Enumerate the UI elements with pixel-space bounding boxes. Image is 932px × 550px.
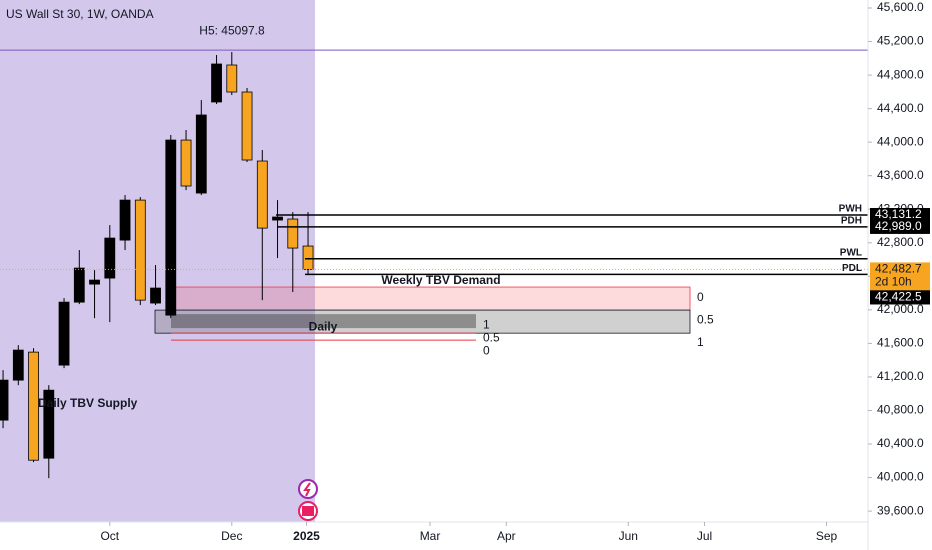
level-tag-label: 43,131.2 [875, 207, 922, 221]
plot [0, 49, 868, 479]
demand-zone [170, 286, 691, 311]
icon [298, 479, 318, 521]
candle-body [226, 64, 238, 93]
y-tick-label: 45,200.0 [877, 34, 924, 48]
level-tag-label: 42,989.0 [875, 219, 922, 233]
x-tick-label: 2025 [293, 529, 320, 543]
y-tick-label: 45,600.0 [877, 0, 924, 14]
fib-label: 0 [483, 343, 490, 357]
level-tag [870, 208, 930, 223]
candle-body [119, 199, 131, 241]
zone-label: Daily [309, 319, 338, 333]
y-tick-label: 42,800.0 [877, 235, 924, 249]
fib-label: 0 [697, 290, 704, 304]
fib-label: 0.5 [697, 313, 714, 327]
candle-body [195, 114, 207, 194]
x-tick-label: Jul [697, 529, 712, 543]
candle-body [302, 245, 314, 270]
fib-label: 0.5 [483, 330, 500, 344]
level-name: PDH [841, 216, 862, 227]
countdown: 2d 10h [875, 275, 912, 289]
level-name: PDL [842, 263, 862, 274]
y-tick-label: 42,000.0 [877, 302, 924, 316]
x-tick-label: Mar [420, 529, 441, 543]
y-tick-label: 44,800.0 [877, 67, 924, 81]
y-tick-label: 41,600.0 [877, 336, 924, 350]
candle-body [12, 349, 24, 381]
price-tag [870, 262, 930, 291]
candle-body [256, 160, 268, 229]
candle-body [28, 351, 39, 461]
level-tag [870, 290, 930, 305]
y-tick-label: 39,600.0 [877, 503, 924, 517]
candle-body [89, 279, 100, 285]
level-name: PWH [839, 204, 862, 215]
fib-label: 1 [483, 317, 490, 331]
candle-body [150, 287, 161, 304]
candle-body [134, 199, 146, 301]
candle-body [58, 301, 70, 366]
candle-body [73, 267, 85, 303]
y-tick-label: 44,400.0 [877, 101, 924, 115]
daily-inner [171, 314, 476, 329]
h5-label: H5: 45097.8 [199, 23, 265, 37]
chart-title: US Wall St 30, 1W, OANDA [6, 7, 154, 21]
x-tick-label: Dec [221, 529, 242, 543]
candle-body [104, 237, 116, 279]
candle-body [43, 389, 55, 459]
level-tag-label: 42,422.5 [875, 290, 922, 304]
candle-body [287, 218, 299, 249]
candle-body [165, 139, 177, 316]
candle-body [0, 379, 9, 421]
x-tick-label: Oct [100, 529, 119, 543]
level-name: PWL [840, 247, 862, 258]
y-tick-label: 41,200.0 [877, 369, 924, 383]
fib-label: 1 [697, 335, 704, 349]
candle-body [211, 63, 222, 103]
price-tag-label: 42,482.7 [875, 262, 922, 276]
y-tick-label: 40,800.0 [877, 403, 924, 417]
candle-body [241, 91, 253, 161]
candle-body [272, 216, 283, 221]
y-tick-label: 40,000.0 [877, 470, 924, 484]
x-tick-label: Sep [816, 529, 838, 543]
zone-label: Weekly TBV Demand [381, 273, 500, 287]
x-tick-label: Jun [619, 529, 638, 543]
y-tick-label: 44,000.0 [877, 134, 924, 148]
supply-label: Daily TBV Supply [38, 396, 138, 410]
y-tick-label: 40,400.0 [877, 436, 924, 450]
y-tick-label: 43,600.0 [877, 168, 924, 182]
candle-body [180, 139, 192, 187]
level-tag [870, 219, 930, 234]
x-tick-label: Apr [497, 529, 516, 543]
